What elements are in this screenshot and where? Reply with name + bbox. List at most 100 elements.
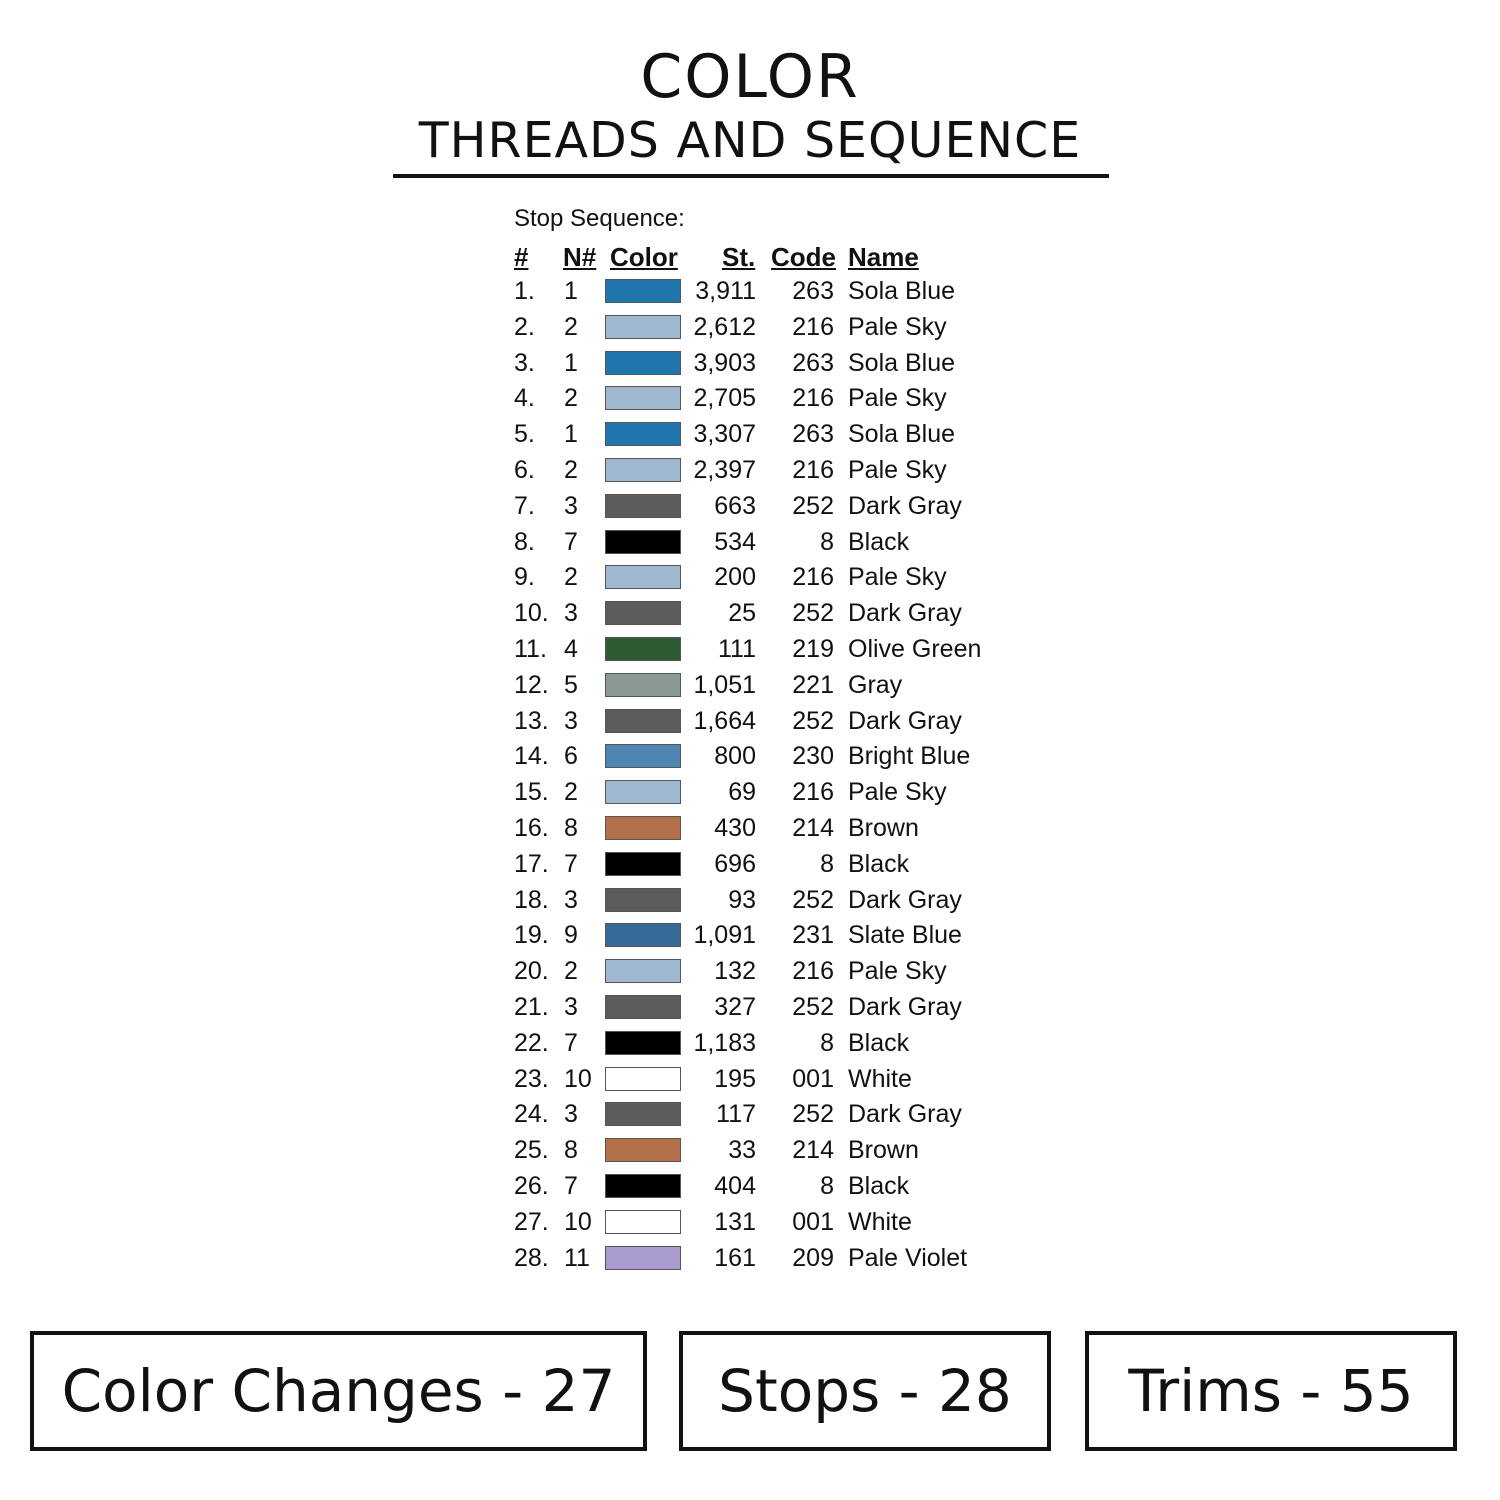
row-code: 214 [792,814,834,842]
row-needle: 7 [564,1172,578,1200]
row-needle: 3 [564,993,578,1021]
table-row: 18. 3 93 252 Dark Gray [0,886,1500,922]
row-stitches: 131 [714,1207,756,1236]
row-needle: 7 [564,527,578,556]
row-needle: 2 [564,563,578,592]
row-stitches: 2,705 [693,384,756,413]
table-row: 10. 3 25 252 Dark Gray [0,599,1500,635]
table-row: 22. 7 1,183 8 Black [0,1029,1500,1065]
row-code: 231 [792,921,834,950]
row-stitches: 161 [714,1243,756,1272]
table-row: 25. 8 33 214 Brown [0,1136,1500,1172]
row-name: Sola Blue [848,420,956,449]
row-index: 22. [514,1028,549,1057]
row-index: 16. [514,814,549,842]
table-row: 3. 1 3,903 263 Sola Blue [0,349,1500,385]
row-needle: 3 [564,706,578,735]
color-swatch [605,1209,681,1234]
row-stitches: 1,664 [693,706,756,735]
row-name: Pale Violet [848,1243,968,1272]
color-swatch [605,565,681,590]
table-row: 2. 2 2,612 216 Pale Sky [0,313,1500,349]
row-index: 19. [514,921,549,950]
header-index: # [514,242,529,272]
row-needle: 2 [564,384,578,413]
color-swatch [605,637,681,661]
color-swatch [605,851,681,876]
row-stitches: 800 [714,742,756,771]
row-needle: 3 [564,885,578,914]
color-swatch [605,816,681,840]
row-index: 25. [514,1136,549,1165]
row-code: 216 [792,312,834,341]
row-index: 24. [514,1100,549,1129]
stop-sequence-label: Stop Sequence: [514,205,685,232]
color-swatch [605,923,681,948]
row-needle: 8 [564,814,578,842]
row-code: 252 [792,599,834,628]
row-stitches: 404 [714,1172,756,1200]
row-stitches: 111 [717,635,756,663]
row-stitches: 132 [714,957,756,986]
row-needle: 3 [564,599,578,628]
row-index: 13. [514,706,549,735]
row-name: Bright Blue [848,742,971,771]
color-swatch [605,995,681,1019]
color-swatch [605,959,681,984]
row-code: 252 [792,706,834,735]
row-name: Brown [848,814,919,842]
row-needle: 9 [564,921,578,950]
row-index: 15. [514,778,549,807]
row-code: 216 [792,957,834,986]
row-name: Sola Blue [848,348,956,377]
row-stitches: 327 [714,993,756,1021]
table-row: 23. 10 195 001 White [0,1065,1500,1101]
row-index: 5. [514,420,535,449]
row-needle: 11 [564,1243,590,1272]
row-stitches: 69 [728,778,756,807]
table-row: 1. 1 3,911 263 Sola Blue [0,277,1500,313]
table-row: 21. 3 327 252 Dark Gray [0,993,1500,1029]
row-index: 7. [514,491,535,520]
color-swatch [605,279,681,303]
table-row: 11. 4 111 219 Olive Green [0,635,1500,671]
row-name: Pale Sky [848,957,947,986]
color-swatch [605,529,681,554]
row-code: 216 [792,456,834,484]
color-swatch [605,1066,681,1091]
row-name: Black [848,527,910,556]
row-name: Pale Sky [848,778,947,807]
row-code: 8 [820,1172,834,1200]
row-stitches: 3,911 [695,277,756,305]
color-changes-box: Color Changes - 27 [30,1331,647,1451]
row-stitches: 117 [716,1100,756,1129]
row-index: 28. [514,1243,549,1272]
row-stitches: 3,903 [693,348,756,377]
row-needle: 7 [564,849,578,878]
row-code: 216 [792,384,834,413]
row-stitches: 663 [714,491,756,520]
row-stitches: 200 [714,563,756,592]
row-needle: 2 [564,778,578,807]
table-row: 27. 10 131 001 White [0,1208,1500,1244]
row-index: 10. [514,599,549,628]
row-code: 8 [820,527,834,556]
color-swatch [605,1030,681,1055]
row-name: Gray [848,670,903,699]
row-code: 216 [792,563,834,592]
row-name: Black [848,1028,910,1057]
row-needle: 4 [564,635,578,663]
row-name: White [848,1064,912,1093]
row-stitches: 430 [714,814,756,842]
row-name: Dark Gray [848,885,962,914]
row-stitches: 1,183 [693,1028,756,1057]
row-code: 263 [792,277,834,305]
row-index: 6. [514,456,535,484]
row-stitches: 1,091 [693,921,756,950]
color-swatch [605,422,681,447]
table-row: 6. 2 2,397 216 Pale Sky [0,456,1500,492]
color-swatch [605,493,681,518]
row-index: 11. [514,635,547,663]
color-swatch [605,1102,681,1127]
row-name: Slate Blue [848,921,962,950]
